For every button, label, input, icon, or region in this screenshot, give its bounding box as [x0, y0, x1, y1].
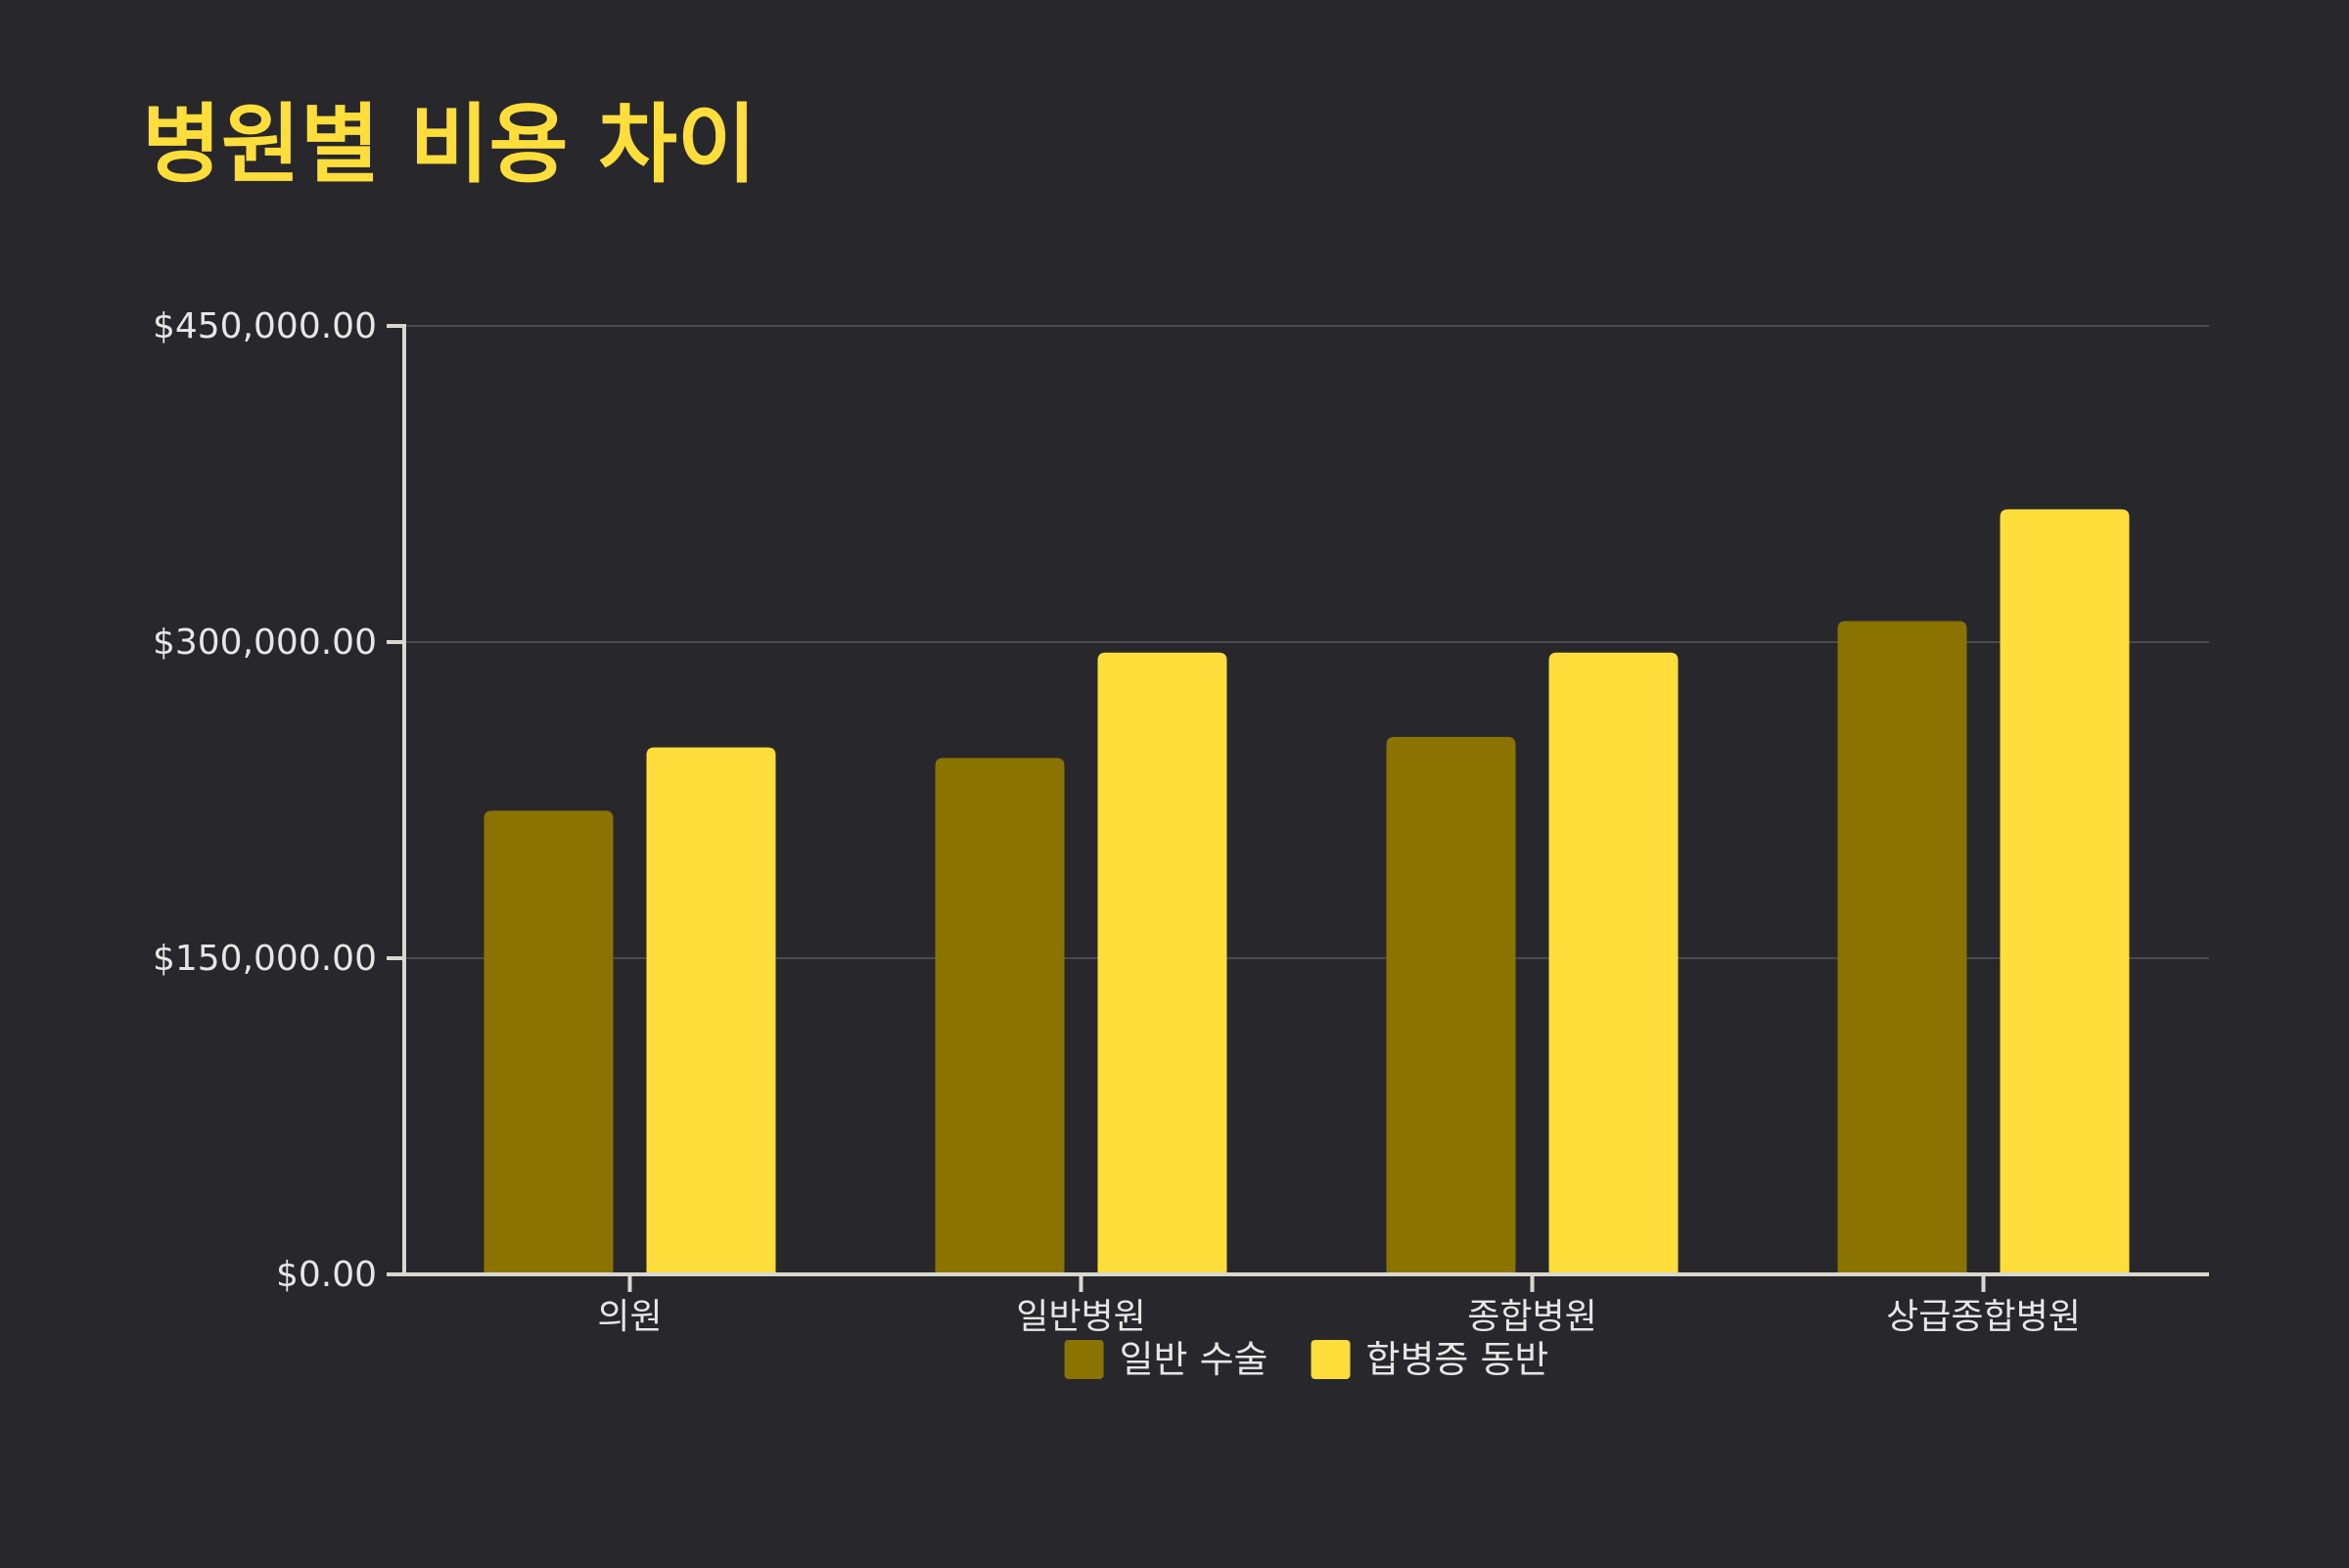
- bar-with-complications: [646, 747, 776, 1274]
- y-tick-label: $300,000.00: [153, 623, 377, 663]
- bars: [484, 509, 2130, 1274]
- bar-general-surgery: [935, 758, 1065, 1274]
- bar-with-complications: [1097, 652, 1227, 1274]
- y-tick-label: $0.00: [276, 1255, 377, 1295]
- x-tick-label: 일반병원: [1016, 1297, 1145, 1337]
- bar-with-complications: [2000, 509, 2130, 1274]
- chart-title: 병원별 비용 차이: [142, 94, 757, 195]
- tick-labels: $0.00 $150,000.00 $300,000.00 $450,000.00 의원…: [153, 306, 2081, 1337]
- y-tick-label: $150,000.00: [153, 939, 377, 979]
- legend: 일반 수술 합병증 동반: [1064, 1338, 1549, 1381]
- y-tick-label: $450,000.00: [153, 306, 377, 346]
- legend-swatch: [1064, 1340, 1104, 1379]
- legend-label: 합병증 동반: [1366, 1338, 1549, 1381]
- legend-swatch: [1311, 1340, 1351, 1379]
- bar-with-complications: [1548, 652, 1679, 1274]
- x-tick-label: 종합병원: [1467, 1297, 1596, 1337]
- bar-general-surgery: [1386, 736, 1516, 1274]
- x-tick-label: 의원: [597, 1297, 662, 1337]
- bar-general-surgery: [1837, 621, 1967, 1274]
- legend-label: 일반 수술: [1120, 1338, 1268, 1381]
- x-tick-label: 상급종합병원: [1886, 1297, 2081, 1337]
- axes: [387, 324, 2209, 1292]
- bar-general-surgery: [484, 810, 614, 1274]
